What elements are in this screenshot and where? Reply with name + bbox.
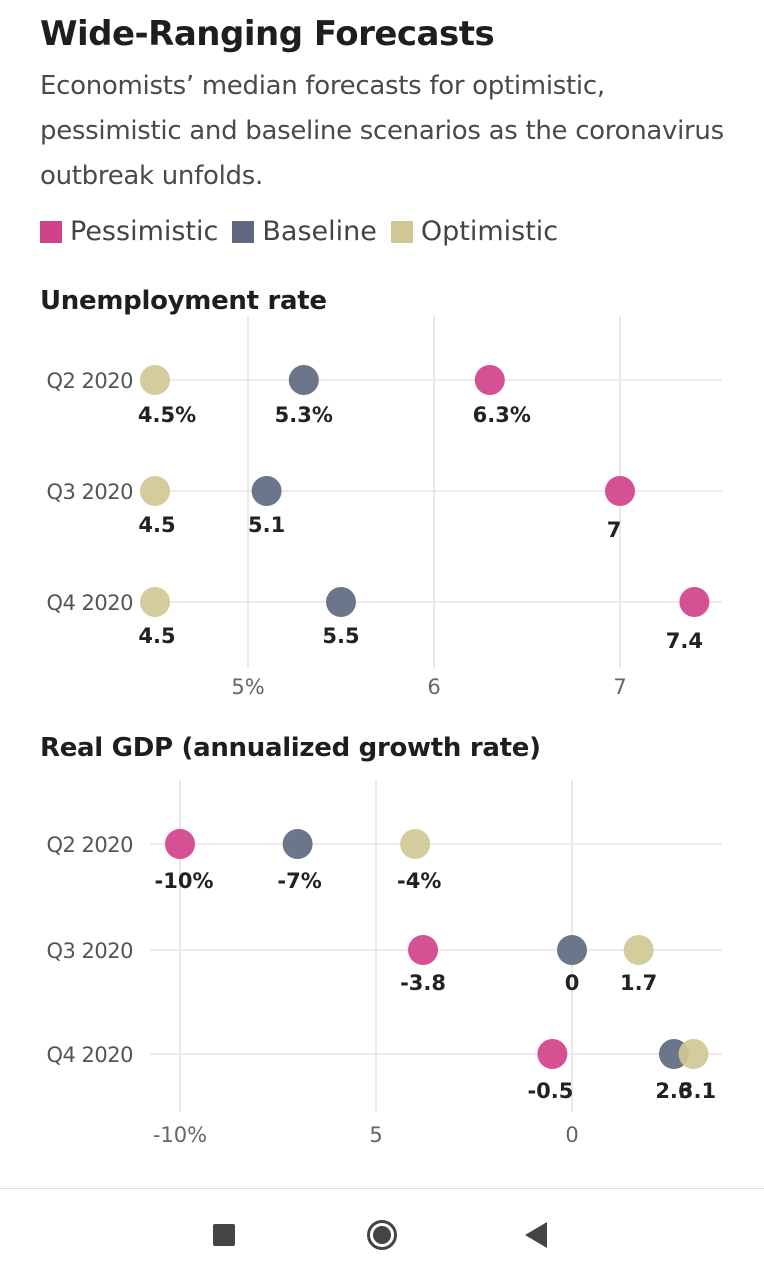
tick-label: -10% <box>153 1123 207 1147</box>
data-label-optimistic: 4.5 <box>138 624 175 648</box>
point-baseline <box>288 365 319 395</box>
data-label-optimistic: 3.1 <box>679 1079 716 1103</box>
point-pessimistic <box>537 1039 568 1069</box>
gdp-chart-title: Real GDP (annualized growth rate) <box>40 733 541 763</box>
page-title: Wide-Ranging Forecasts <box>40 14 495 54</box>
data-label-baseline: 0 <box>565 971 580 995</box>
category-label: Q3 2020 <box>46 480 133 504</box>
legend: Pessimistic Baseline Optimistic <box>40 216 572 247</box>
point-optimistic <box>400 829 431 859</box>
unemployment-chart: 5% 6 7 Q2 2020 Q3 2020 Q4 2020 4.5% 4.5 4.5 5.3% 5… <box>46 316 722 699</box>
point-pessimistic <box>165 829 195 859</box>
tick-label: 5 <box>369 1123 382 1147</box>
unemployment-chart-title: Unemployment rate <box>40 286 327 316</box>
data-label-baseline: 2.6 <box>655 1079 692 1103</box>
point-pessimistic <box>679 587 710 617</box>
point-pessimistic <box>474 365 505 395</box>
category-label: Q3 2020 <box>46 939 133 963</box>
data-label-optimistic: 1.7 <box>620 971 657 995</box>
square-icon <box>213 1224 235 1246</box>
point-baseline <box>282 829 313 859</box>
legend-item-baseline: Baseline <box>232 216 377 247</box>
point-optimistic <box>623 935 654 965</box>
gdp-chart: -10% 5 0 Q2 2020 Q3 2020 Q4 2020 -10% -3.8 -0.5 -… <box>46 780 722 1147</box>
legend-swatch-baseline <box>232 220 255 243</box>
page-subtitle: Economists’ median forecasts for optimis… <box>40 71 724 191</box>
data-label-baseline: 5.1 <box>248 513 285 537</box>
tick-label: 7 <box>613 675 626 699</box>
point-baseline <box>557 935 587 965</box>
data-label-pessimistic: -10% <box>155 869 214 893</box>
legend-item-pessimistic: Pessimistic <box>40 216 218 247</box>
category-label: Q4 2020 <box>46 1043 133 1067</box>
data-label-pessimistic: 7.4 <box>666 629 703 653</box>
category-label: Q4 2020 <box>46 591 133 615</box>
data-label-pessimistic: -3.8 <box>400 971 446 995</box>
data-label-pessimistic: -0.5 <box>527 1079 573 1103</box>
legend-swatch-pessimistic <box>40 220 62 243</box>
point-baseline <box>251 476 282 506</box>
point-optimistic <box>140 365 170 395</box>
point-optimistic <box>140 476 170 506</box>
legend-swatch-optimistic <box>390 220 413 243</box>
tick-label: 0 <box>565 1123 578 1147</box>
point-pessimistic <box>605 476 635 506</box>
back-button[interactable] <box>512 1211 560 1259</box>
legend-item-optimistic: Optimistic <box>390 216 559 247</box>
data-label-pessimistic: 7 <box>607 518 622 542</box>
home-circle-icon <box>367 1220 397 1250</box>
category-label: Q2 2020 <box>46 833 133 857</box>
home-button[interactable] <box>358 1211 406 1259</box>
legend-label-pessimistic: Pessimistic <box>70 216 219 247</box>
recents-button[interactable] <box>200 1211 248 1259</box>
data-label-baseline: -7% <box>277 869 321 893</box>
legend-label-baseline: Baseline <box>262 216 377 247</box>
point-baseline <box>326 587 356 617</box>
point-pessimistic <box>408 935 439 965</box>
data-label-optimistic: -4% <box>397 869 441 893</box>
data-label-pessimistic: 6.3% <box>473 403 531 427</box>
data-label-optimistic: 4.5% <box>138 403 196 427</box>
home-dot-icon <box>373 1226 391 1244</box>
point-optimistic <box>678 1039 709 1069</box>
data-label-baseline: 5.5 <box>322 624 359 648</box>
tick-label: 5% <box>231 675 264 699</box>
point-optimistic <box>140 587 170 617</box>
tick-label: 6 <box>427 675 440 699</box>
back-triangle-icon <box>525 1222 547 1248</box>
data-label-optimistic: 4.5 <box>138 513 175 537</box>
data-label-baseline: 5.3% <box>275 403 333 427</box>
legend-label-optimistic: Optimistic <box>420 216 559 247</box>
android-nav-bar <box>0 1188 764 1281</box>
category-label: Q2 2020 <box>46 369 133 393</box>
